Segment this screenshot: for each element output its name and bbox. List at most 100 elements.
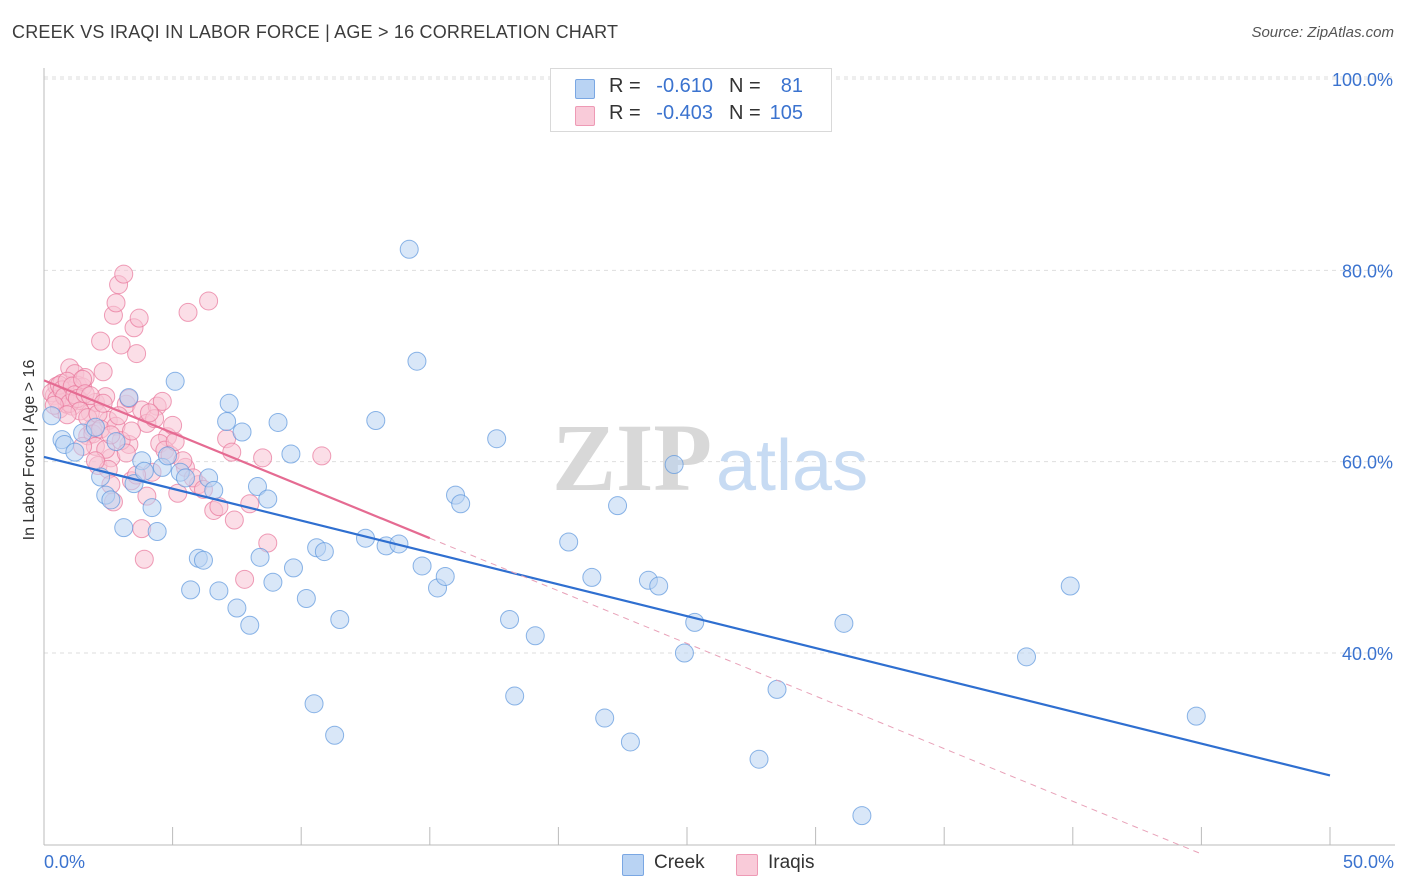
creek-point	[106, 432, 126, 452]
creek-point	[42, 406, 62, 426]
creek-point	[595, 708, 615, 728]
watermark-zip: ZIP	[552, 404, 712, 511]
creek-point	[749, 749, 769, 769]
y-tick-label: 40.0%	[1342, 644, 1393, 664]
creek-point	[674, 643, 694, 663]
creek-point	[664, 455, 684, 475]
axes	[43, 68, 1395, 846]
creek-point	[505, 686, 525, 706]
creek-trend-line	[43, 455, 1331, 777]
iraqis-point	[129, 308, 149, 328]
creek-point	[165, 371, 185, 391]
iraqis-point	[93, 362, 113, 382]
creek-point	[268, 412, 288, 432]
iraqis-point	[152, 391, 172, 411]
creek-point	[101, 490, 121, 510]
iraqis-point	[199, 291, 219, 311]
y-axis-label-wrap: In Labor Force | Age > 16	[16, 300, 44, 600]
legend-n-label: N =	[729, 102, 761, 124]
creek-legend-icon	[622, 854, 644, 876]
chart-title: CREEK VS IRAQI IN LABOR FORCE | AGE > 16…	[12, 22, 619, 42]
iraqis-point	[93, 393, 113, 413]
y-tick-label: 60.0%	[1342, 453, 1393, 473]
legend-n-value: 105	[769, 102, 803, 124]
creek-point	[147, 522, 167, 542]
creek-point	[247, 477, 267, 497]
iraqis-point	[106, 293, 126, 313]
creek-point	[175, 468, 195, 488]
legend-r-value: -0.403	[656, 102, 713, 124]
iraqis-point	[132, 519, 152, 539]
creek-point	[852, 806, 872, 826]
iraqis-point	[224, 510, 244, 530]
legend-label-creek: Creek	[654, 852, 705, 873]
trend-lines	[43, 379, 1331, 855]
gridlines	[44, 76, 1395, 654]
iraqis-point	[127, 344, 147, 364]
creek-point	[209, 581, 229, 601]
iraqis-point	[91, 331, 111, 351]
iraqis-point	[121, 421, 141, 441]
y-tick-labels: 40.0% 60.0% 80.0% 100.0%	[1332, 70, 1393, 664]
iraqis-trend-line	[43, 379, 431, 540]
creek-point	[258, 489, 278, 509]
creek-point	[240, 615, 260, 635]
iraqis-point	[178, 302, 198, 322]
creek-point	[250, 547, 270, 567]
x-tick-label-max: 50.0%	[1342, 852, 1394, 872]
source-label: Source: ZipAtlas.com	[1251, 24, 1394, 41]
iraqis-point	[114, 264, 134, 284]
creek-point	[283, 558, 303, 578]
legend-n-label: N =	[729, 75, 761, 97]
creek-point	[608, 496, 628, 516]
correlation-legend: R = -0.610 N = 81 R = -0.403 N = 105	[550, 68, 832, 132]
creek-point	[435, 566, 455, 586]
iraqis-point	[134, 549, 154, 569]
iraqis-point	[222, 442, 242, 462]
creek-point	[232, 422, 252, 442]
creek-points	[42, 239, 1206, 826]
creek-point	[407, 351, 427, 371]
legend-r-value: -0.610	[656, 75, 713, 97]
creek-point	[263, 572, 283, 592]
creek-point	[559, 532, 579, 552]
legend-r-label: R =	[609, 75, 641, 97]
creek-point	[582, 567, 602, 587]
iraqis-legend-icon	[736, 854, 758, 876]
creek-point	[412, 556, 432, 576]
creek-point	[217, 411, 237, 431]
iraqis-point	[235, 569, 255, 589]
creek-point	[227, 598, 247, 618]
iraqis-point	[109, 406, 129, 426]
y-tick-label: 80.0%	[1342, 261, 1393, 281]
creek-point	[157, 446, 177, 466]
watermark-atlas: atlas	[716, 426, 868, 506]
watermark: ZIP atlas	[552, 404, 868, 511]
creek-point	[193, 550, 213, 570]
creek-point	[325, 725, 345, 745]
creek-point	[134, 461, 154, 481]
creek-point	[1186, 706, 1206, 726]
iraqis-swatch-icon	[575, 106, 595, 126]
creek-point	[181, 580, 201, 600]
iraqis-point	[139, 403, 159, 423]
iraqis-point	[111, 335, 131, 355]
creek-point	[142, 498, 162, 518]
creek-point	[649, 576, 669, 596]
creek-point	[366, 411, 386, 431]
creek-point	[330, 610, 350, 630]
creek-swatch-icon	[575, 79, 595, 99]
iraqis-point	[253, 448, 273, 468]
creek-point	[114, 518, 134, 538]
iraqis-point	[312, 446, 332, 466]
creek-point	[1060, 576, 1080, 596]
creek-point	[281, 444, 301, 464]
creek-point	[296, 588, 316, 608]
series-legend: Creek Iraqis	[0, 852, 1406, 878]
legend-label-iraqis: Iraqis	[768, 852, 815, 873]
creek-point	[304, 694, 324, 714]
creek-point	[85, 417, 105, 437]
creek-point	[219, 393, 239, 413]
creek-point	[620, 732, 640, 752]
